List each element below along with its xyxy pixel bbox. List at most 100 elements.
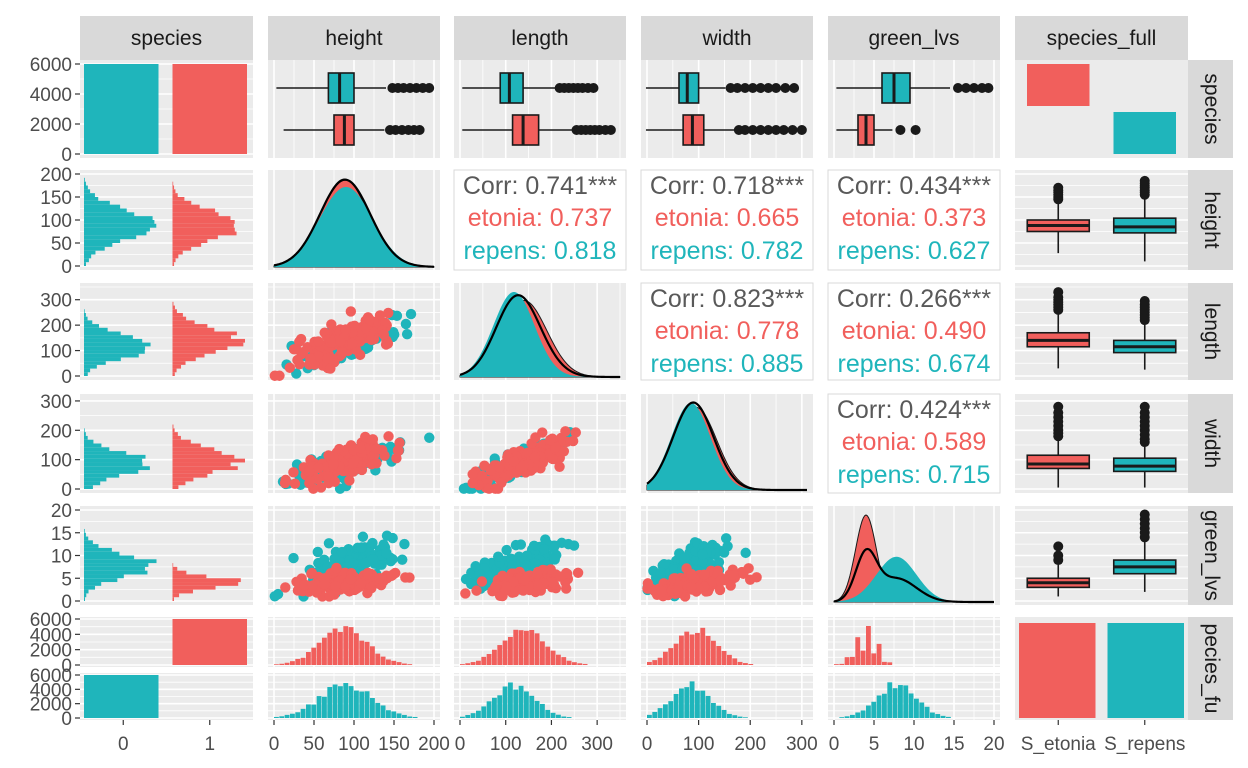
hist-bar [84,335,133,339]
hist-bar [84,447,110,452]
hist-bar [679,688,684,718]
hist-bar [407,664,413,665]
hist-bar [84,466,150,471]
hist-bar [172,454,235,459]
scatter-point-S_etonia [322,353,333,364]
hist-bar [460,716,465,718]
scatter-point-S_etonia [532,568,543,579]
scatter-point-S_etonia [336,346,347,358]
strip-top-label: height [325,27,382,50]
scatter-point-S_etonia [367,434,379,445]
y-tick-label: 6000 [30,55,72,76]
y-tick-label: 100 [40,342,72,363]
hist-bar [84,462,143,467]
hist-bar [172,204,200,209]
hist-bar [172,262,175,266]
hist-bar [172,208,216,213]
density-overall [833,547,994,604]
box-outlier [424,83,435,93]
hist-bar [465,663,471,665]
x-tick-label: 200 [734,734,766,755]
hist-bar [84,593,87,598]
scatter-point-S_etonia [518,460,529,472]
hist-bar [84,212,135,217]
hist-bar [84,582,102,586]
box-outliers [725,83,800,93]
scatter-point-S_etonia [467,477,478,489]
box-outlier [1053,401,1064,412]
hist-bar [84,578,118,583]
scatter-point-S_etonia [280,582,291,593]
hist-bars-S_repens [84,309,151,376]
scatter-point-S_etonia [383,307,394,319]
density-repens [834,556,994,602]
hist-bars-S_etonia [172,301,245,376]
hist-bar [84,197,99,201]
strip-top-bg [641,16,813,60]
corr-group: Corr: 0.434*** etonia: 0.373 repens: 0.627 [837,172,992,265]
panel-corr-bg [640,282,814,381]
hist-bar [172,443,201,448]
hist-bar [172,364,182,369]
x-tick-label: 200 [418,734,450,755]
corr-repens: repens: 0.782 [651,237,804,265]
hist-bar [481,656,487,665]
hist-bar [924,706,930,718]
hist-bar [470,713,476,718]
hist-bar [359,691,365,718]
box-outlier [1139,401,1150,412]
hist-bar [914,698,919,718]
hist-bar [497,695,503,718]
hist-bar [311,704,317,718]
scatter-point-S_etonia [345,574,356,585]
hist-bar [663,704,668,718]
hist-bar [711,702,716,718]
scatter-point-S_etonia [330,580,341,592]
hist-bar [727,713,732,718]
strip-right-bg [1188,60,1233,158]
hist-bar [84,451,127,455]
scatter-point-S_etonia [726,570,737,581]
hist-bar [327,687,333,718]
hist-bar [572,662,577,665]
hist-bar [84,532,86,537]
hist-bar [391,711,397,718]
hist-bar [172,327,215,332]
scatter-point-S_etonia [371,443,382,454]
hist-bar [695,690,700,718]
scatter-point-S_etonia [698,569,710,580]
panel-boxplot-width [641,60,813,158]
y-tick-label: 2000 [30,115,72,136]
hist-bar [689,634,695,665]
box-outlier [732,83,743,93]
scatter-points [642,533,762,602]
hist-bar [354,633,359,665]
scatter-point-S_repens [538,543,550,555]
scatter-point-S_repens [549,554,560,565]
hist-bar [172,357,196,362]
hist-bar [743,663,748,665]
box-outlier [414,125,425,135]
scatter-point-S_etonia [374,310,386,321]
hist-bar [84,528,85,533]
box-outliers [1139,401,1150,448]
hist-bar [290,661,295,665]
scatter-point-S_etonia [532,580,543,591]
hist-bar [556,654,561,665]
hist-bar [940,715,946,718]
hist-bar [84,589,89,594]
hist-bar [844,716,850,718]
hist-bars-S_repens [84,428,150,489]
hist-bar [172,342,244,347]
box-outlier [895,125,906,135]
hist-bar [673,643,679,665]
y-tick-label: 300 [40,291,72,312]
scatter-point-S_etonia [294,336,305,347]
hist-bar [386,710,391,718]
scatter-point-S_repens [507,560,518,571]
hist-bar [545,646,551,665]
corr-etonia: etonia: 0.373 [842,204,987,232]
x-tick-label: 0 [642,734,653,755]
x-tick-label: 10 [903,734,924,755]
